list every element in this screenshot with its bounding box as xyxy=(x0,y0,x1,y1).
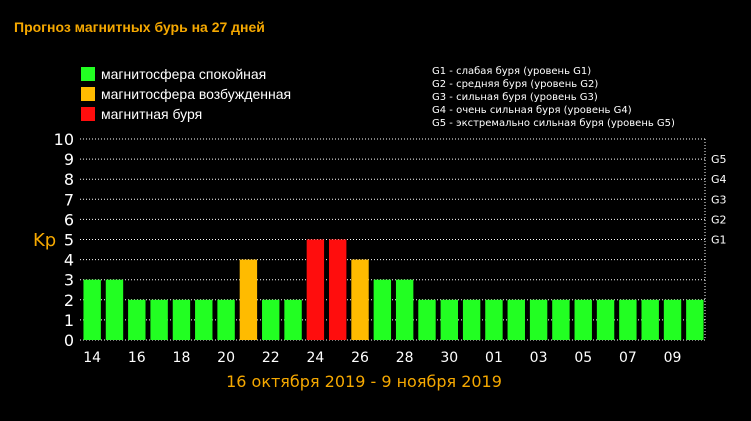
bar xyxy=(418,299,436,340)
y-tick-label: 8 xyxy=(64,170,74,189)
y-tick-label: 2 xyxy=(64,291,74,310)
bar xyxy=(351,259,369,340)
y-tick-label: 6 xyxy=(64,210,74,229)
g-legend-g2: G2 - средняя буря (уровень G2) xyxy=(432,79,599,90)
bar xyxy=(395,279,414,340)
bar xyxy=(83,279,101,340)
g-level-label: G2 xyxy=(711,213,727,226)
bar xyxy=(663,299,682,340)
g-legend-g5: G5 - экстремально сильная буря (уровень … xyxy=(432,118,675,129)
chart-title: Прогноз магнитных бурь на 27 дней xyxy=(14,19,265,35)
x-tick-label: 05 xyxy=(574,350,592,366)
bar xyxy=(373,279,392,340)
g-level-label: G4 xyxy=(711,173,727,186)
g-legend-g1: G1 - слабая буря (уровень G1) xyxy=(432,66,592,77)
y-tick-label: 5 xyxy=(64,231,74,250)
g-level-label: G1 xyxy=(711,234,727,247)
y-axis-label: Kp xyxy=(33,230,56,251)
bar xyxy=(195,299,213,340)
y-tick-label: 0 xyxy=(64,331,74,350)
x-tick-label: 20 xyxy=(217,350,235,366)
y-tick-label: 7 xyxy=(64,190,74,209)
legend-swatch-excited xyxy=(81,87,95,101)
bar xyxy=(529,299,548,340)
legend-label-storm: магнитная буря xyxy=(101,106,203,122)
x-tick-label: 30 xyxy=(440,350,458,366)
y-tick-label: 1 xyxy=(64,311,74,330)
bar xyxy=(641,299,659,340)
x-tick-label: 14 xyxy=(83,350,101,366)
bar xyxy=(262,299,280,340)
g-legend-g3: G3 - сильная буря (уровень G3) xyxy=(432,92,598,103)
bar xyxy=(686,299,704,340)
x-tick-label: 16 xyxy=(128,350,146,366)
x-tick-label: 24 xyxy=(306,350,324,366)
bar xyxy=(239,259,258,340)
bar xyxy=(596,299,615,340)
g-legend-g4: G4 - очень сильная буря (уровень G4) xyxy=(432,105,632,116)
date-range-label: 16 октября 2019 - 9 ноября 2019 xyxy=(226,372,502,391)
g-level-label: G5 xyxy=(711,153,727,166)
bar xyxy=(217,299,235,340)
g-level-label: G3 xyxy=(711,193,727,206)
y-tick-label: 3 xyxy=(64,271,74,290)
grid xyxy=(80,138,706,341)
bar xyxy=(328,239,347,340)
x-tick-label: 07 xyxy=(619,350,637,366)
bar xyxy=(105,279,124,340)
y-tick-label: 4 xyxy=(64,251,74,270)
bar xyxy=(552,299,570,340)
legend-swatch-quiet xyxy=(81,67,95,81)
bar xyxy=(128,299,146,340)
bar xyxy=(574,299,592,340)
bar xyxy=(306,239,325,340)
legend-swatch-storm xyxy=(81,107,95,121)
bar xyxy=(507,299,525,340)
bar xyxy=(150,299,168,340)
x-tick-label: 18 xyxy=(173,350,191,366)
bars xyxy=(83,239,704,340)
bar xyxy=(462,299,481,340)
x-tick-label: 09 xyxy=(664,350,682,366)
x-tick-label: 26 xyxy=(351,350,369,366)
g-level-labels: G1 G2 G3 G4 G5 xyxy=(711,153,727,246)
bar xyxy=(172,299,191,340)
bar xyxy=(485,299,503,340)
x-axis-labels: 14 16 18 20 22 24 26 28 30 01 03 05 07 09 xyxy=(83,350,681,366)
x-tick-label: 22 xyxy=(262,350,280,366)
x-tick-label: 03 xyxy=(530,350,548,366)
legend-label-excited: магнитосфера возбужденная xyxy=(101,86,292,102)
legend-item-excited: магнитосфера возбужденная xyxy=(81,86,291,102)
bar xyxy=(440,299,459,340)
x-tick-label: 28 xyxy=(396,350,414,366)
y-tick-label: 9 xyxy=(64,150,74,169)
legend-item-storm: магнитная буря xyxy=(81,106,202,122)
y-tick-label: 10 xyxy=(54,130,74,149)
bar xyxy=(619,299,637,340)
legend-item-quiet: магнитосфера спокойная xyxy=(81,66,266,82)
bar xyxy=(284,299,302,340)
x-tick-label: 01 xyxy=(485,350,503,366)
legend-label-quiet: магнитосфера спокойная xyxy=(101,66,267,82)
